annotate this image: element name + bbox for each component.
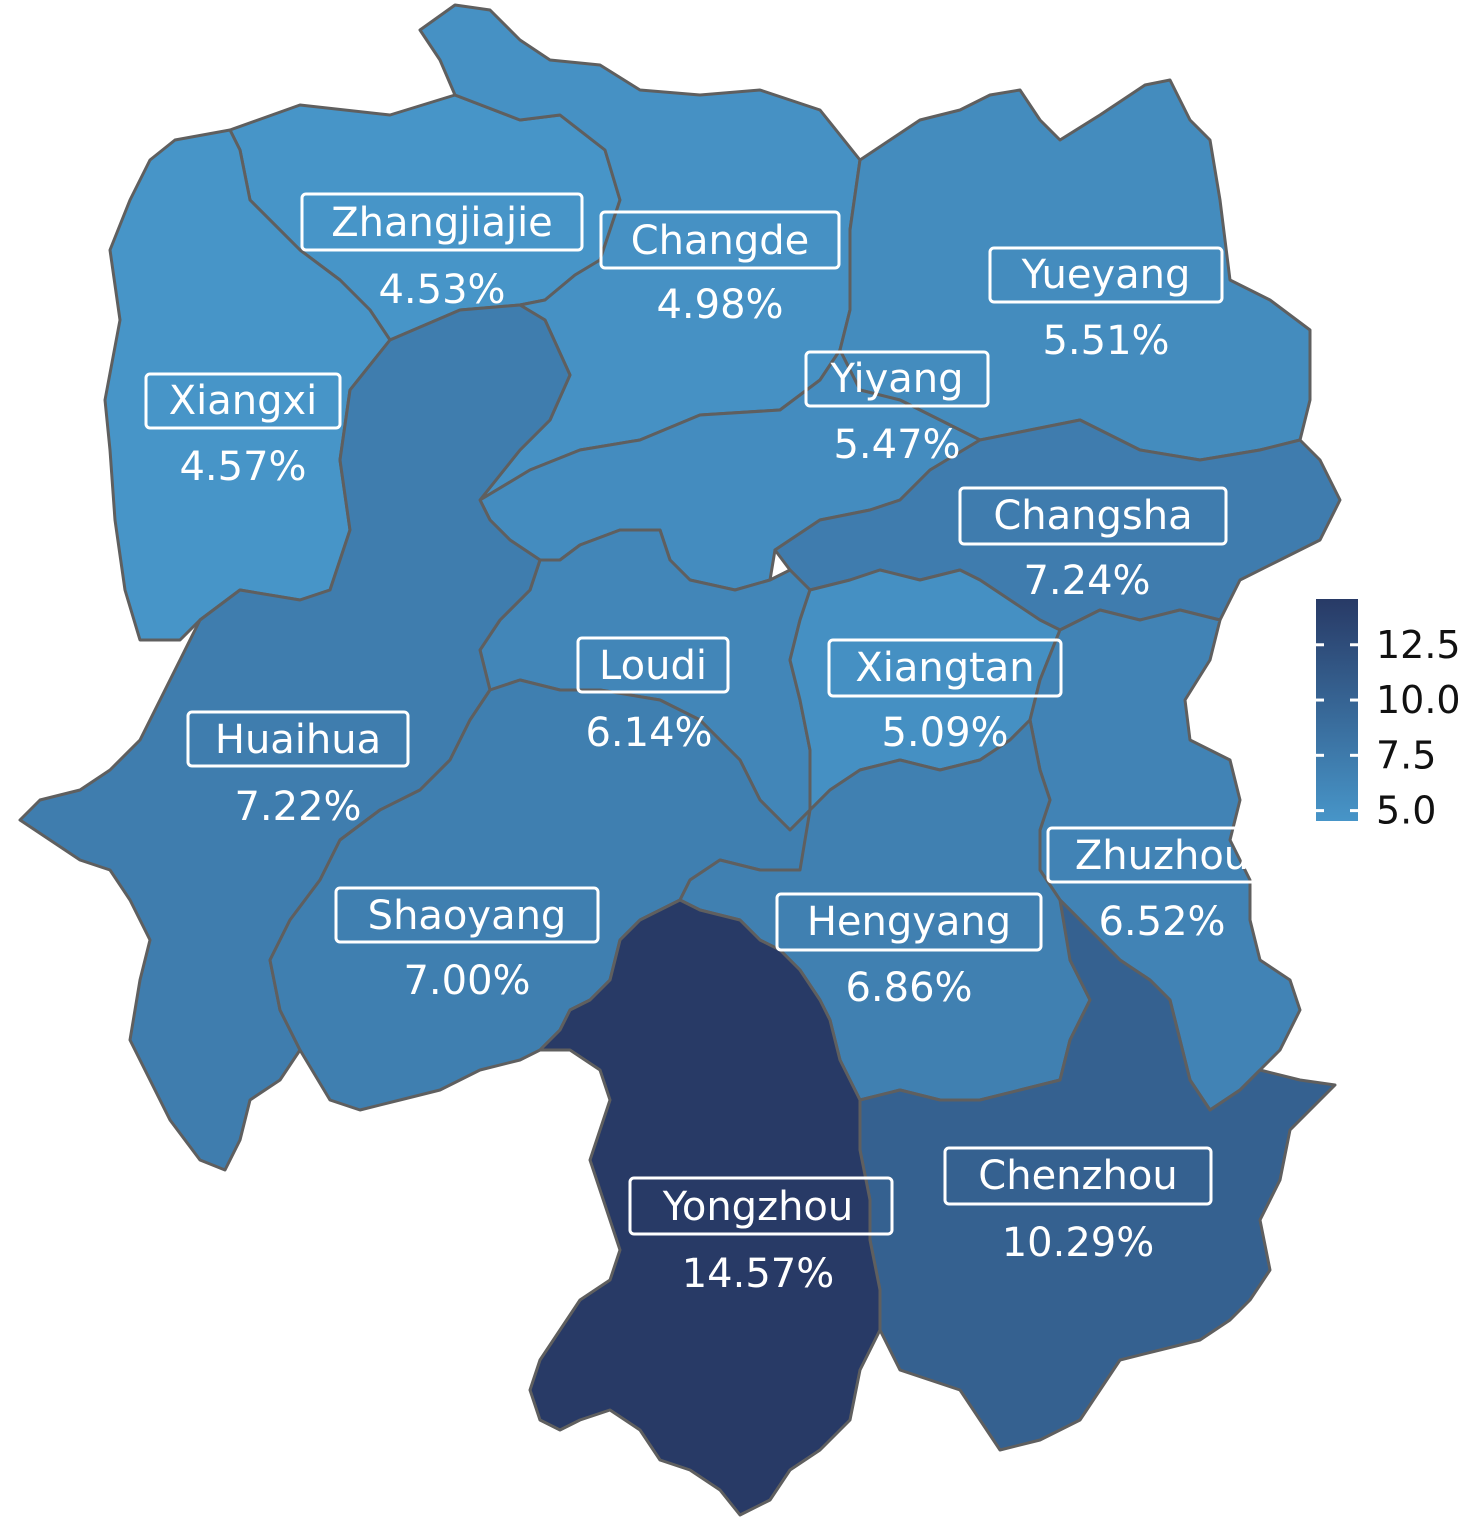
label-yueyang: Yueyang 5.51% [988, 246, 1224, 364]
region-name: Loudi [599, 643, 707, 689]
label-zhangjiajie: Zhangjiajie 4.53% [300, 192, 584, 313]
label-zhuzhou: Zhuzhou 6.52% [1046, 826, 1278, 945]
region-value: 7.00% [403, 958, 530, 1004]
color-legend: 12.5 10.0 7.5 5.0 [1316, 599, 1461, 833]
label-box [827, 638, 1063, 698]
region-name: Yueyang [1021, 252, 1191, 298]
label-changsha: Changsha 7.24% [958, 486, 1228, 604]
label-xiangtan: Xiangtan 5.09% [827, 638, 1063, 756]
region-name: Yiyang [829, 356, 963, 402]
region-name: Shaoyang [368, 893, 567, 939]
label-box [599, 210, 841, 270]
label-changde: Changde 4.98% [599, 210, 841, 328]
region-name: Changde [631, 218, 810, 264]
region-name: Zhuzhou [1075, 833, 1249, 879]
label-box [775, 892, 1043, 952]
label-chenzhou: Chenzhou 10.29% [943, 1146, 1213, 1266]
region-value: 4.98% [656, 282, 783, 328]
region-name: Xiangtan [855, 645, 1034, 691]
label-hengyang: Hengyang 6.86% [775, 892, 1043, 1011]
label-box [988, 246, 1224, 304]
label-box [300, 192, 584, 252]
region-value: 6.14% [585, 710, 712, 756]
label-box [628, 1176, 894, 1236]
label-box [958, 486, 1228, 546]
label-yongzhou: Yongzhou 14.57% [628, 1176, 894, 1297]
region-name: Huaihua [215, 717, 381, 763]
label-box [804, 350, 990, 408]
legend-ticks: 12.5 10.0 7.5 5.0 [1316, 623, 1461, 833]
region-value: 10.29% [1002, 1220, 1155, 1266]
region-chenzhou [858, 898, 1337, 1452]
legend-tick-label: 7.5 [1376, 733, 1436, 777]
region-value: 4.53% [378, 267, 505, 313]
region-value: 7.22% [234, 784, 361, 830]
region-name: Changsha [993, 493, 1192, 539]
region-name: Chenzhou [978, 1153, 1177, 1199]
label-box [144, 372, 342, 430]
region-value: 6.52% [1098, 899, 1225, 945]
region-value: 5.51% [1042, 318, 1169, 364]
label-box [334, 886, 600, 944]
region-value: 7.24% [1023, 558, 1150, 604]
region-value: 5.09% [881, 710, 1008, 756]
label-loudi: Loudi 6.14% [576, 636, 730, 756]
label-box [1046, 826, 1278, 884]
region-yongzhou [528, 898, 882, 1517]
region-value: 4.57% [179, 444, 306, 490]
regions [18, 3, 1342, 1517]
region-labels: Zhangjiajie 4.53% Changde 4.98% Yueyang … [144, 192, 1278, 1297]
label-box [186, 710, 410, 768]
region-name: Xiangxi [169, 378, 318, 424]
region-value: 5.47% [833, 422, 960, 468]
label-xiangxi: Xiangxi 4.57% [144, 372, 342, 490]
region-name: Zhangjiajie [331, 200, 553, 246]
region-value: 14.57% [682, 1251, 835, 1297]
legend-colorbar [1316, 599, 1358, 821]
legend-tick-label: 12.5 [1376, 623, 1461, 667]
label-huaihua: Huaihua 7.22% [186, 710, 410, 830]
legend-tick-label: 10.0 [1376, 678, 1461, 722]
label-box [943, 1146, 1213, 1206]
label-shaoyang: Shaoyang 7.00% [334, 886, 600, 1004]
label-box [576, 636, 730, 694]
region-name: Yongzhou [662, 1184, 854, 1230]
region-value: 6.86% [845, 965, 972, 1011]
label-yiyang: Yiyang 5.47% [804, 350, 990, 468]
region-name: Hengyang [807, 899, 1011, 945]
legend-tick-label: 5.0 [1376, 789, 1436, 833]
